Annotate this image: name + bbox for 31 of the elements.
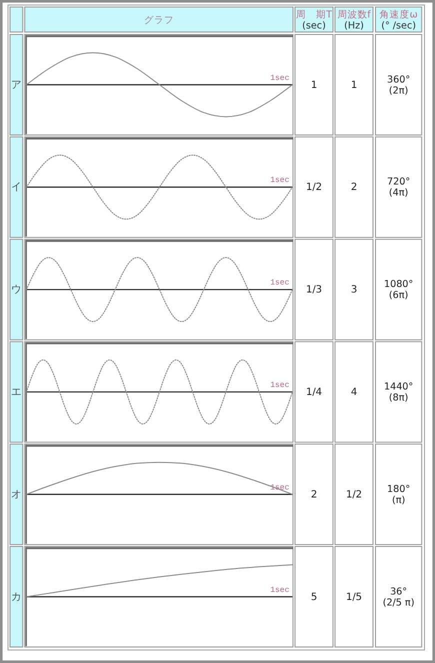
text: 角速度ω (° /sec) bbox=[380, 8, 418, 31]
text: カ bbox=[10, 590, 22, 603]
text: 2 bbox=[310, 488, 318, 500]
text: 1/5 bbox=[346, 591, 362, 602]
text: 36° (2/5 π) bbox=[382, 586, 414, 608]
text: 1/2 bbox=[306, 182, 322, 193]
x-axis-title: 1sec bbox=[270, 278, 290, 288]
text: ア bbox=[10, 78, 22, 91]
text: 5 bbox=[310, 591, 318, 602]
x-axis-title: 1sec bbox=[270, 74, 290, 83]
text: 1/4 bbox=[306, 386, 322, 398]
text: 4 bbox=[350, 386, 358, 398]
text: グラフ bbox=[144, 14, 174, 26]
text: 1 bbox=[350, 79, 358, 90]
text: 360° (2π) bbox=[387, 74, 410, 96]
text: オ bbox=[10, 488, 22, 500]
x-axis-title: 1sec bbox=[270, 380, 290, 390]
text: 2 bbox=[350, 182, 358, 193]
text: 3 bbox=[350, 284, 358, 296]
text: 1/2 bbox=[346, 488, 362, 500]
x-axis-title: 1sec bbox=[270, 176, 290, 186]
text: 180° (π) bbox=[387, 483, 410, 506]
text: エ bbox=[10, 386, 22, 398]
x-axis-title: 1sec bbox=[270, 586, 290, 595]
text: 1/3 bbox=[306, 284, 322, 296]
text: 1440° (8π) bbox=[384, 380, 414, 403]
text: 1 bbox=[310, 79, 318, 90]
text: 1080° (6π) bbox=[384, 278, 414, 301]
text: ウ bbox=[10, 284, 22, 296]
text: イ bbox=[10, 181, 22, 194]
text: 720° (4π) bbox=[387, 176, 410, 198]
